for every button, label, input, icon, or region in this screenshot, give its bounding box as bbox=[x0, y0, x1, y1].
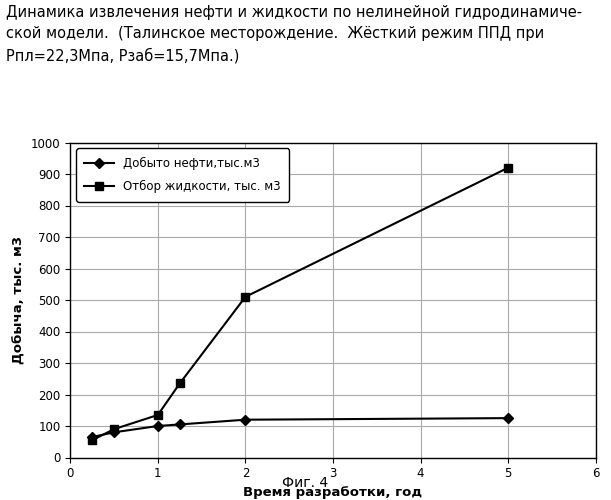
Y-axis label: Добыча, тыс. м3: Добыча, тыс. м3 bbox=[12, 236, 26, 364]
Text: Фиг. 4: Фиг. 4 bbox=[282, 476, 329, 490]
X-axis label: Время разработки, год: Время разработки, год bbox=[243, 486, 423, 499]
Добыто нефти,тыс.м3 bbox=[505, 415, 512, 421]
Text: Динамика извлечения нефти и жидкости по нелинейной гидродинамиче-
ской модели.  : Динамика извлечения нефти и жидкости по … bbox=[6, 5, 582, 63]
Добыто нефти,тыс.м3 bbox=[89, 434, 96, 440]
Добыто нефти,тыс.м3 bbox=[154, 423, 161, 429]
Legend: Добыто нефти,тыс.м3, Отбор жидкости, тыс. м3: Добыто нефти,тыс.м3, Отбор жидкости, тыс… bbox=[76, 148, 289, 202]
Line: Добыто нефти,тыс.м3: Добыто нефти,тыс.м3 bbox=[89, 414, 511, 440]
Отбор жидкости, тыс. м3 bbox=[89, 437, 96, 443]
Добыто нефти,тыс.м3 bbox=[176, 422, 183, 428]
Отбор жидкости, тыс. м3 bbox=[154, 412, 161, 418]
Отбор жидкости, тыс. м3 bbox=[111, 426, 118, 432]
Отбор жидкости, тыс. м3 bbox=[176, 380, 183, 386]
Добыто нефти,тыс.м3 bbox=[111, 430, 118, 436]
Отбор жидкости, тыс. м3 bbox=[242, 294, 249, 300]
Отбор жидкости, тыс. м3 bbox=[505, 164, 512, 170]
Добыто нефти,тыс.м3 bbox=[242, 416, 249, 422]
Line: Отбор жидкости, тыс. м3: Отбор жидкости, тыс. м3 bbox=[88, 164, 512, 444]
